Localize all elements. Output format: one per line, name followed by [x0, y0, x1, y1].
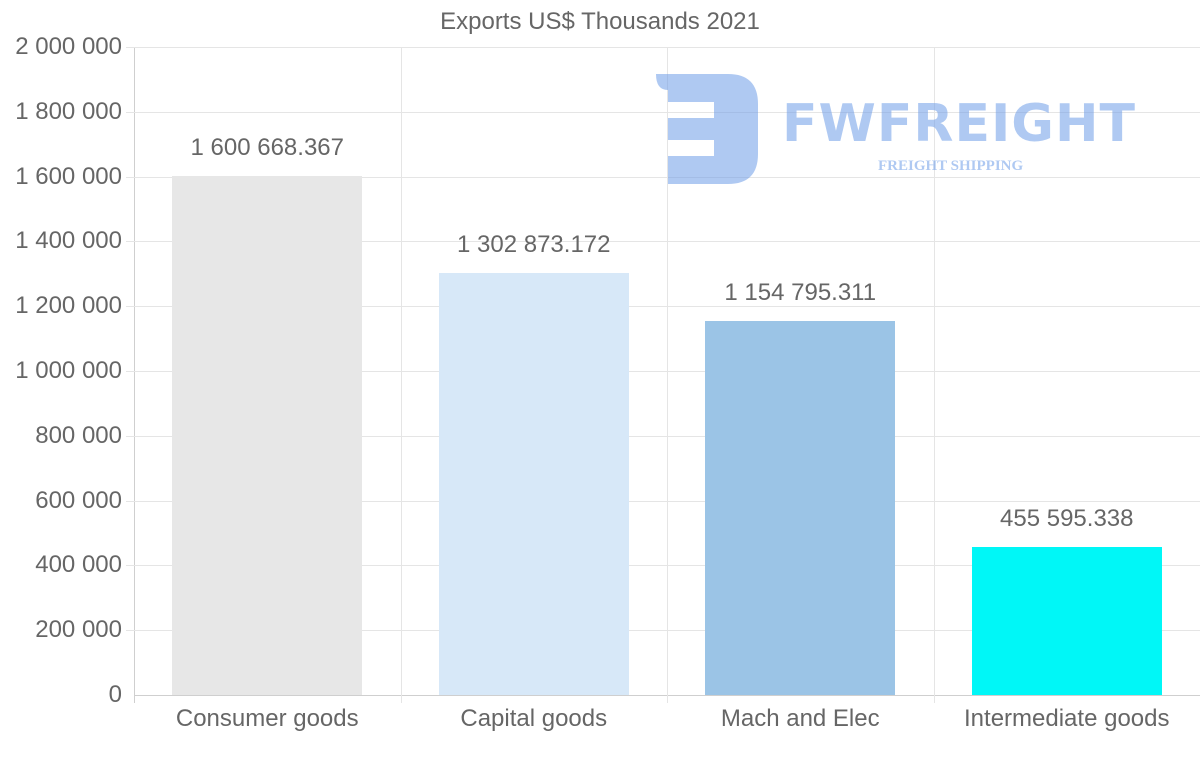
y-tick-label: 2 000 000 [15, 33, 122, 60]
h-gridline [126, 371, 1200, 372]
v-gridline [401, 47, 402, 703]
y-tick-label: 600 000 [35, 486, 122, 514]
bar-capital-goods[interactable] [438, 272, 629, 695]
v-gridline [934, 47, 935, 703]
h-gridline [126, 111, 1200, 113]
bar-value-label: 1 154 795.311 [724, 278, 877, 306]
y-tick-label: 1 600 000 [15, 162, 122, 190]
x-tick-label: Intermediate goods [964, 705, 1170, 732]
bar-intermediate-goods[interactable] [971, 547, 1162, 695]
y-axis-line [134, 47, 135, 703]
y-tick-label: 400 000 [35, 551, 122, 579]
bar-value-label: 1 600 668.367 [190, 134, 344, 162]
fwfreight-watermark: FWFREIGHT FREIGHT SHIPPING [640, 70, 1160, 190]
h-gridline [126, 630, 1200, 632]
h-gridline [126, 176, 1200, 178]
y-tick-label: 0 [108, 681, 122, 708]
h-gridline [126, 306, 1200, 308]
bar-mach-and-elec[interactable] [705, 320, 896, 695]
bar-consumer-goods[interactable] [172, 176, 363, 695]
watermark-tagline: FREIGHT SHIPPING [878, 158, 1024, 174]
h-gridline [126, 565, 1200, 567]
y-tick-label: 800 000 [35, 421, 122, 449]
chart-title: Exports US$ Thousands 2021 [440, 8, 760, 35]
x-tick-label: Consumer goods [175, 705, 359, 732]
h-gridline [126, 47, 1200, 48]
x-tick-label: Mach and Elec [720, 705, 880, 732]
y-tick-label: 1 800 000 [15, 97, 122, 125]
y-tick-label: 1 000 000 [15, 357, 122, 384]
y-tick-label: 1 200 000 [15, 292, 122, 320]
plot-area: 0 200 000 400 000 600 000 800 000 1 000 000 1 … [15, 33, 1200, 732]
bar-value-label: 455 595.338 [1000, 505, 1134, 533]
h-gridline [126, 435, 1200, 437]
bar-value-label: 1 302 873.172 [457, 230, 611, 258]
h-gridline [126, 241, 1200, 243]
y-tick-label: 1 400 000 [15, 227, 122, 255]
y-tick-label: 200 000 [35, 616, 122, 644]
h-gridline [126, 500, 1200, 502]
watermark-brand: FWFREIGHT [782, 94, 1136, 154]
x-tick-label: Capital goods [460, 705, 608, 732]
v-gridline [667, 47, 668, 703]
fwfreight-logo-icon [656, 74, 758, 184]
